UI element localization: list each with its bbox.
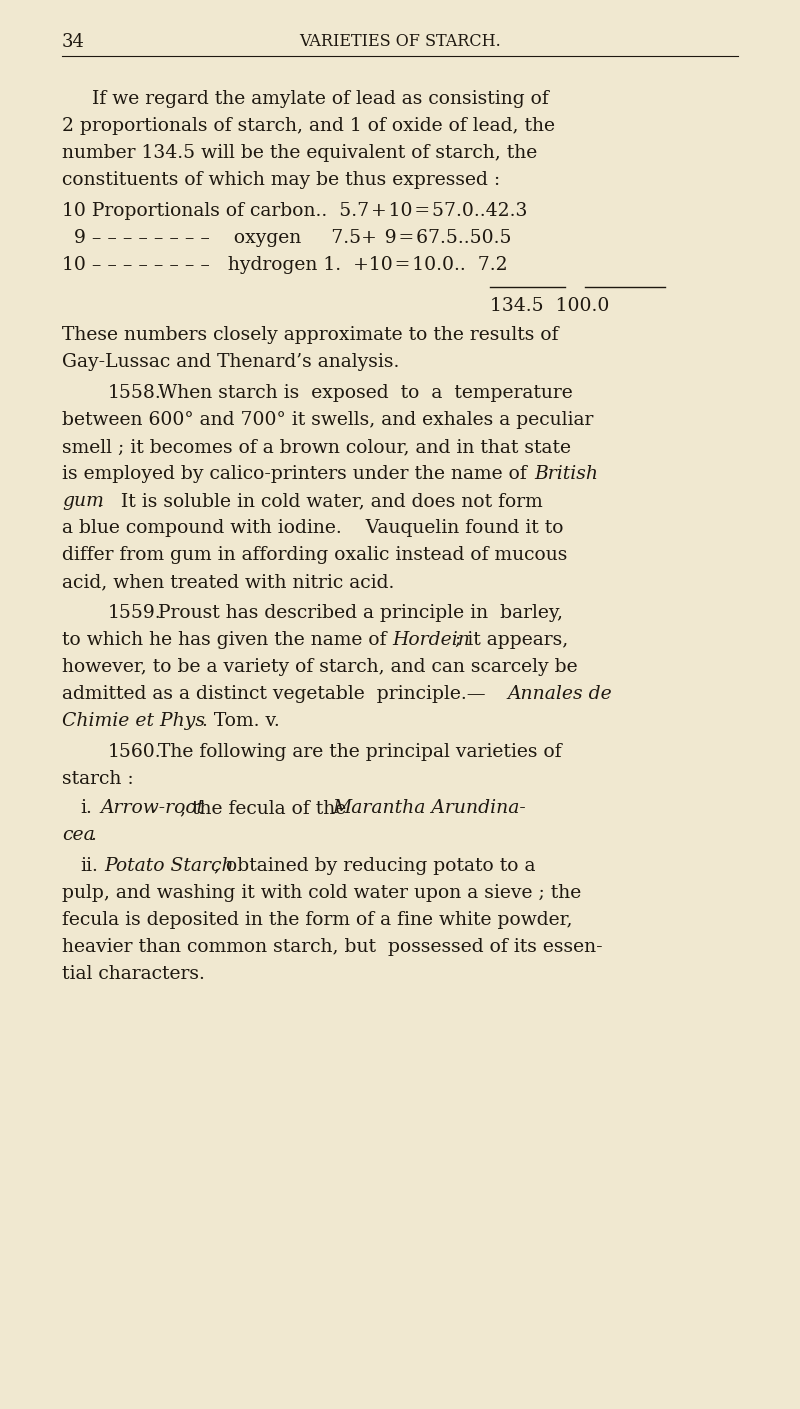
Text: i.: i. [80,799,92,817]
Text: 1559.: 1559. [108,604,162,621]
Text: 1560.: 1560. [108,743,162,761]
Text: smell ; it becomes of a brown colour, and in that state: smell ; it becomes of a brown colour, an… [62,438,571,457]
Text: heavier than common starch, but  possessed of its essen-: heavier than common starch, but possesse… [62,938,602,955]
Text: 34: 34 [62,32,85,51]
Text: 1558.: 1558. [108,385,162,402]
Text: Gay-Lussac and Thenard’s analysis.: Gay-Lussac and Thenard’s analysis. [62,354,399,371]
Text: differ from gum in affording oxalic instead of mucous: differ from gum in affording oxalic inst… [62,547,567,564]
Text: When starch is  exposed  to  a  temperature: When starch is exposed to a temperature [158,385,573,402]
Text: If we regard the amylate of lead as consisting of: If we regard the amylate of lead as cons… [92,90,549,108]
Text: These numbers closely approximate to the results of: These numbers closely approximate to the… [62,325,558,344]
Text: cea: cea [62,826,94,844]
Text: .   It is soluble in cold water, and does not form: . It is soluble in cold water, and does … [97,492,542,510]
Text: 9 – – – – – – – –    oxygen     7.5+  9 = 67.5..50.5: 9 – – – – – – – – oxygen 7.5+ 9 = 67.5..… [62,230,511,247]
Text: British: British [534,465,598,483]
Text: . Tom. v.: . Tom. v. [202,712,280,730]
Text: number 134.5 will be the equivalent of starch, the: number 134.5 will be the equivalent of s… [62,144,538,162]
Text: Potato Starch: Potato Starch [104,857,234,875]
Text: ii.: ii. [80,857,98,875]
Text: .: . [90,826,96,844]
Text: fecula is deposited in the form of a fine white powder,: fecula is deposited in the form of a fin… [62,912,573,929]
Text: VARIETIES OF STARCH.: VARIETIES OF STARCH. [299,34,501,51]
Text: Annales de: Annales de [507,685,612,703]
Text: pulp, and washing it with cold water upon a sieve ; the: pulp, and washing it with cold water upo… [62,883,582,902]
Text: Chimie et Phys: Chimie et Phys [62,712,205,730]
Text: however, to be a variety of starch, and can scarcely be: however, to be a variety of starch, and … [62,658,578,676]
Text: acid, when treated with nitric acid.: acid, when treated with nitric acid. [62,573,394,590]
Text: ; it appears,: ; it appears, [455,631,568,650]
Text: admitted as a distinct vegetable  principle.—: admitted as a distinct vegetable princip… [62,685,486,703]
Text: 10 – – – – – – – –   hydrogen 1.  +10 = 10.0..  7.2: 10 – – – – – – – – hydrogen 1. +10 = 10.… [62,256,508,273]
Text: The following are the principal varieties of: The following are the principal varietie… [158,743,562,761]
Text: tial characters.: tial characters. [62,965,205,983]
Text: between 600° and 700° it swells, and exhales a peculiar: between 600° and 700° it swells, and exh… [62,411,594,428]
Text: Marantha Arundina-: Marantha Arundina- [332,799,526,817]
Text: , obtained by reducing potato to a: , obtained by reducing potato to a [214,857,535,875]
Text: , the fecula of the: , the fecula of the [180,799,352,817]
Text: Proust has described a principle in  barley,: Proust has described a principle in barl… [158,604,563,621]
Text: Arrow-root: Arrow-root [100,799,204,817]
Text: Hordein: Hordein [392,631,470,650]
Text: a blue compound with iodine.    Vauquelin found it to: a blue compound with iodine. Vauquelin f… [62,519,563,537]
Text: constituents of which may be thus expressed :: constituents of which may be thus expres… [62,170,500,189]
Text: 134.5  100.0: 134.5 100.0 [490,297,610,316]
Text: 10 Proportionals of carbon..  5.7 + 10 = 57.0..42.3: 10 Proportionals of carbon.. 5.7 + 10 = … [62,201,527,220]
Text: 2 proportionals of starch, and 1 of oxide of lead, the: 2 proportionals of starch, and 1 of oxid… [62,117,555,135]
Text: to which he has given the name of: to which he has given the name of [62,631,393,650]
Text: starch :: starch : [62,769,134,788]
Text: is employed by calico-printers under the name of: is employed by calico-printers under the… [62,465,533,483]
Text: gum: gum [62,492,104,510]
